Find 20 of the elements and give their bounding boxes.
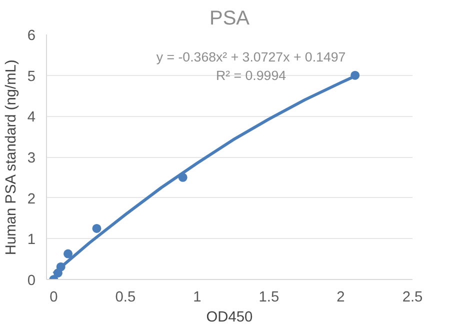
y-tick-label: 5: [27, 68, 36, 85]
y-tick-label: 1: [27, 232, 36, 248]
x-tick-label: 2.5: [402, 290, 423, 306]
x-tick-label: 0: [50, 290, 58, 306]
x-tick-label: 0.5: [115, 290, 136, 306]
y-tick-label: 6: [27, 28, 36, 44]
annotation: y = -0.368x² + 3.0727x + 0.1497: [156, 49, 346, 64]
annotation: R² = 0.9994: [216, 68, 287, 83]
chart-title: PSA: [209, 8, 250, 30]
x-axis-title: OD450: [206, 310, 253, 326]
y-tick-label: 4: [27, 110, 36, 126]
y-axis-title: Human PSA standard (ng/mL): [3, 60, 20, 256]
x-tick-label: 1.5: [258, 290, 280, 306]
x-tick-label: 2: [336, 290, 345, 306]
x-tick-label: 1: [193, 290, 202, 306]
y-tick-label: 2: [27, 191, 36, 208]
y-tick-label: 3: [27, 150, 36, 166]
point: [92, 224, 102, 233]
y-tick-label: 0: [27, 273, 36, 289]
point: [64, 249, 73, 258]
